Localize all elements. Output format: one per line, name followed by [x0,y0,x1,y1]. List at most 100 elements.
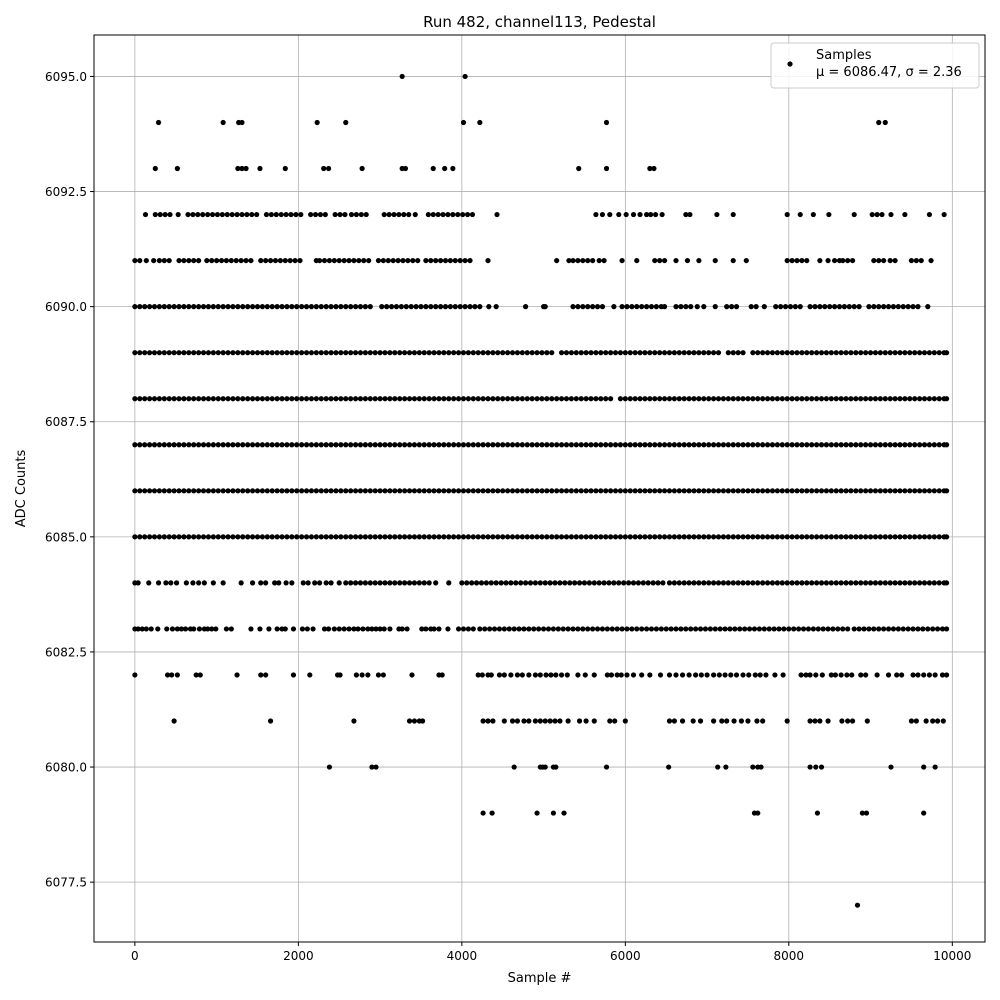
data-point [681,534,687,540]
data-point [818,764,825,770]
data-point [691,442,697,448]
data-point [317,257,323,264]
data-point [196,350,202,356]
data-point [191,350,197,356]
data-point [367,442,373,448]
data-point [895,626,901,632]
data-point [711,534,717,540]
data-point [161,442,167,448]
data-point [724,304,730,310]
data-point [856,304,862,310]
data-point [142,350,148,356]
data-point [611,580,617,586]
data-point [897,350,903,356]
data-point [215,442,221,448]
data-point [403,304,409,310]
data-point [934,718,941,724]
data-point [328,442,334,448]
data-point [452,304,458,310]
data-point [308,442,315,448]
data-point [851,211,857,218]
data-point [651,165,657,172]
data-point [907,534,913,540]
data-point [544,488,550,494]
data-point [547,580,553,586]
data-point [437,257,444,264]
data-point [536,626,542,632]
data-point [402,165,409,172]
data-point [229,211,235,218]
data-point [224,211,230,218]
data-point [282,165,288,172]
data-point [318,304,324,310]
data-point [815,626,821,632]
data-point [441,488,447,494]
data-point [348,211,355,218]
data-point [661,534,668,540]
data-point [377,580,383,586]
data-point [279,534,285,540]
data-point [431,396,437,402]
data-point [711,488,717,494]
data-point [196,626,203,632]
data-point [426,534,432,540]
data-point [323,304,329,310]
data-point [755,810,761,816]
data-point [351,257,357,264]
data-point [310,626,316,632]
data-point [446,488,452,494]
data-point [549,488,555,494]
data-point [146,304,153,310]
data-point [557,718,563,724]
data-point [542,304,548,310]
data-point [348,304,354,310]
data-point [416,534,422,540]
data-point [686,442,692,448]
data-point [697,626,704,632]
data-point [557,580,563,586]
data-point [635,580,642,586]
data-point [338,350,344,356]
data-point [866,626,872,632]
data-point [784,350,790,356]
data-point [573,534,579,540]
data-point [259,304,265,310]
data-point [352,396,359,402]
data-point [272,257,279,264]
data-point [269,488,275,494]
data-point [524,442,530,448]
data-point [273,211,279,218]
data-point [245,488,251,494]
data-point [900,304,906,310]
data-point [529,488,535,494]
data-point [259,396,265,402]
data-point [769,442,776,448]
data-point [833,396,839,402]
data-point [921,396,928,402]
data-point [428,304,434,310]
legend: Samples μ = 6086.47, σ = 2.36 [770,42,980,89]
data-point [892,442,898,448]
data-point [750,350,756,356]
data-point [936,580,942,586]
data-point [789,580,795,586]
data-point [877,350,883,356]
data-point [287,257,293,264]
data-point [333,488,339,494]
data-point [276,580,282,586]
data-point [545,626,552,632]
data-point [583,396,589,402]
data-point [863,396,869,402]
data-point [137,396,143,402]
data-point [745,580,751,586]
data-point [814,488,820,494]
data-point [480,718,486,724]
data-point [930,626,936,632]
data-point [781,626,787,632]
data-point [451,488,457,494]
data-point [563,488,570,494]
data-point [707,626,713,632]
data-point [375,257,382,264]
data-point [249,534,256,540]
data-point [715,580,722,586]
